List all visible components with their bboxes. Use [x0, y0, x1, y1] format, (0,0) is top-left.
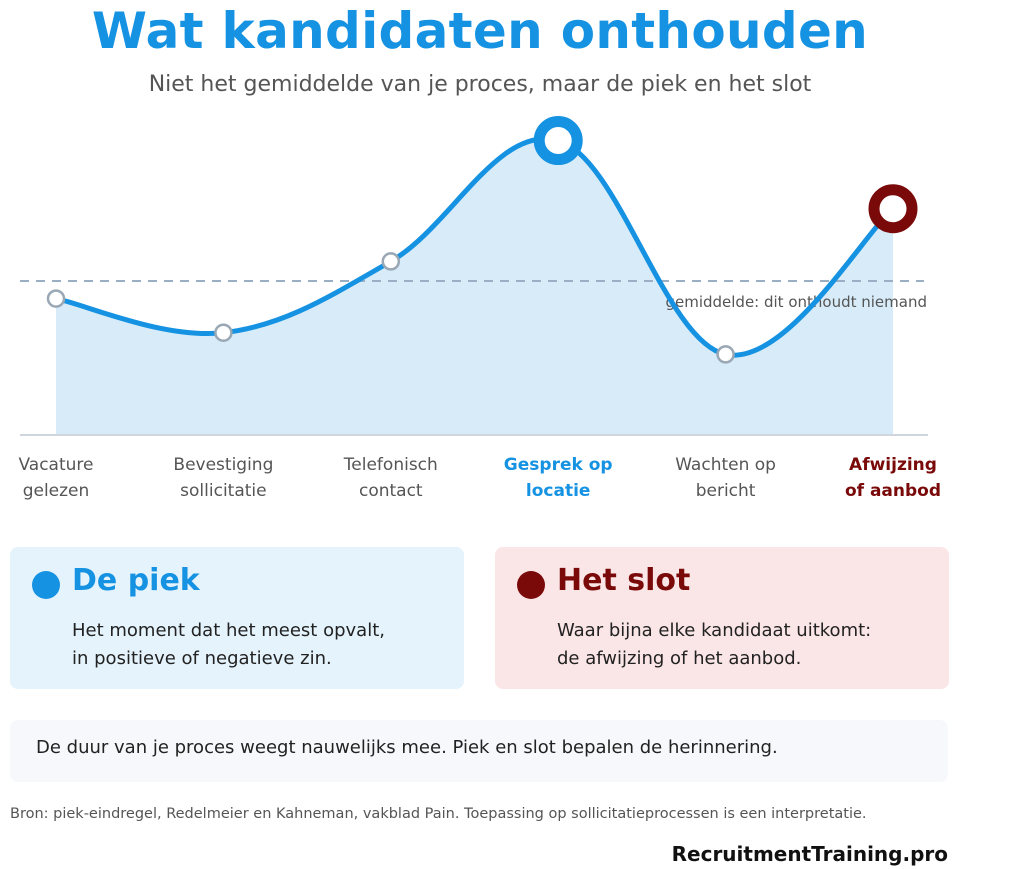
page-subtitle: Niet het gemiddelde van je proces, maar … — [148, 72, 812, 97]
stage-label-afwijzing: Afwijzing of aanbod — [844, 455, 942, 501]
stage-label-telefonisch: Telefonisch contact — [343, 455, 438, 501]
end-card: Het slot Waar bijna elke kandidaat uitko… — [495, 547, 949, 689]
brand-name: RecruitmentTraining.pro — [671, 842, 948, 866]
curve-point — [214, 323, 233, 342]
peak-card-title: De piek — [72, 563, 200, 598]
end-card-title: Het slot — [557, 563, 691, 598]
peak-card-text: Het moment dat het meest opvalt, in posi… — [72, 620, 385, 669]
average-label: gemiddelde: dit onthoudt niemand — [665, 293, 927, 311]
stage-label-bevestiging: Bevestiging sollicitatie — [173, 455, 274, 501]
peak-card: De piek Het moment dat het meest opvalt,… — [10, 547, 464, 689]
curve-area — [56, 138, 893, 435]
stage-label-gesprek: Gesprek op locatie — [503, 455, 613, 501]
source-note: Bron: piek-eindregel, Redelmeier en Kahn… — [10, 806, 867, 822]
curve-point — [716, 345, 735, 364]
end-dot-icon — [517, 571, 545, 599]
experience-curve-chart: gemiddelde: dit onthoudt niemand — [20, 116, 928, 436]
end-card-text: Waar bijna elke kandidaat uitkomt: de af… — [557, 620, 872, 669]
peak-dot-icon — [32, 571, 60, 599]
curve-point-end — [868, 184, 918, 234]
curve-point-peak — [533, 116, 583, 165]
page-title: Wat kandidaten onthouden — [91, 2, 869, 60]
curve-points — [46, 116, 918, 364]
stage-label-wachten: Wachten op bericht — [675, 455, 776, 501]
stage-label-vacature: Vacature gelezen — [18, 455, 94, 501]
curve-point — [46, 289, 66, 308]
summary-note: De duur van je proces weegt nauwelijks m… — [10, 720, 948, 782]
curve-point — [381, 252, 401, 271]
